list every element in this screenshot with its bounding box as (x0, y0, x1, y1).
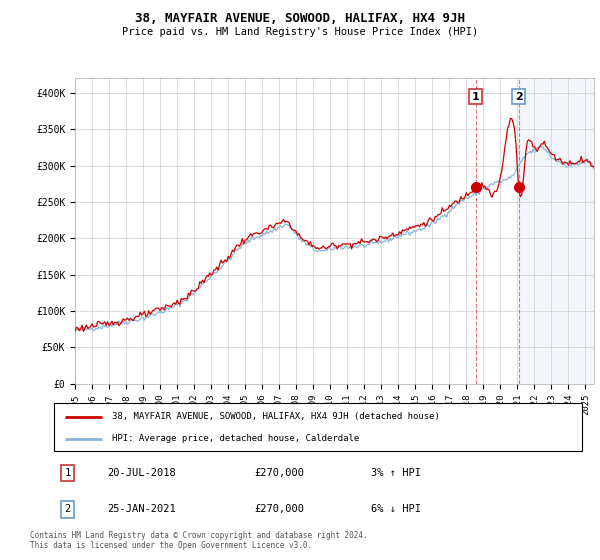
Text: Contains HM Land Registry data © Crown copyright and database right 2024.
This d: Contains HM Land Registry data © Crown c… (30, 531, 368, 550)
Text: 20-JUL-2018: 20-JUL-2018 (107, 468, 176, 478)
Text: 2: 2 (65, 505, 71, 515)
Text: £270,000: £270,000 (254, 505, 305, 515)
Bar (518, 78, 594, 384)
Text: 1: 1 (472, 92, 479, 101)
Text: 3% ↑ HPI: 3% ↑ HPI (371, 468, 421, 478)
Text: 25-JAN-2021: 25-JAN-2021 (107, 505, 176, 515)
Text: £270,000: £270,000 (254, 468, 305, 478)
Text: Price paid vs. HM Land Registry's House Price Index (HPI): Price paid vs. HM Land Registry's House … (122, 27, 478, 37)
FancyBboxPatch shape (54, 403, 582, 451)
Text: HPI: Average price, detached house, Calderdale: HPI: Average price, detached house, Cald… (112, 435, 359, 444)
Text: 2: 2 (515, 92, 523, 101)
Text: 38, MAYFAIR AVENUE, SOWOOD, HALIFAX, HX4 9JH (detached house): 38, MAYFAIR AVENUE, SOWOOD, HALIFAX, HX4… (112, 412, 440, 421)
Text: 38, MAYFAIR AVENUE, SOWOOD, HALIFAX, HX4 9JH: 38, MAYFAIR AVENUE, SOWOOD, HALIFAX, HX4… (135, 12, 465, 25)
Text: 1: 1 (65, 468, 71, 478)
Text: 6% ↓ HPI: 6% ↓ HPI (371, 505, 421, 515)
